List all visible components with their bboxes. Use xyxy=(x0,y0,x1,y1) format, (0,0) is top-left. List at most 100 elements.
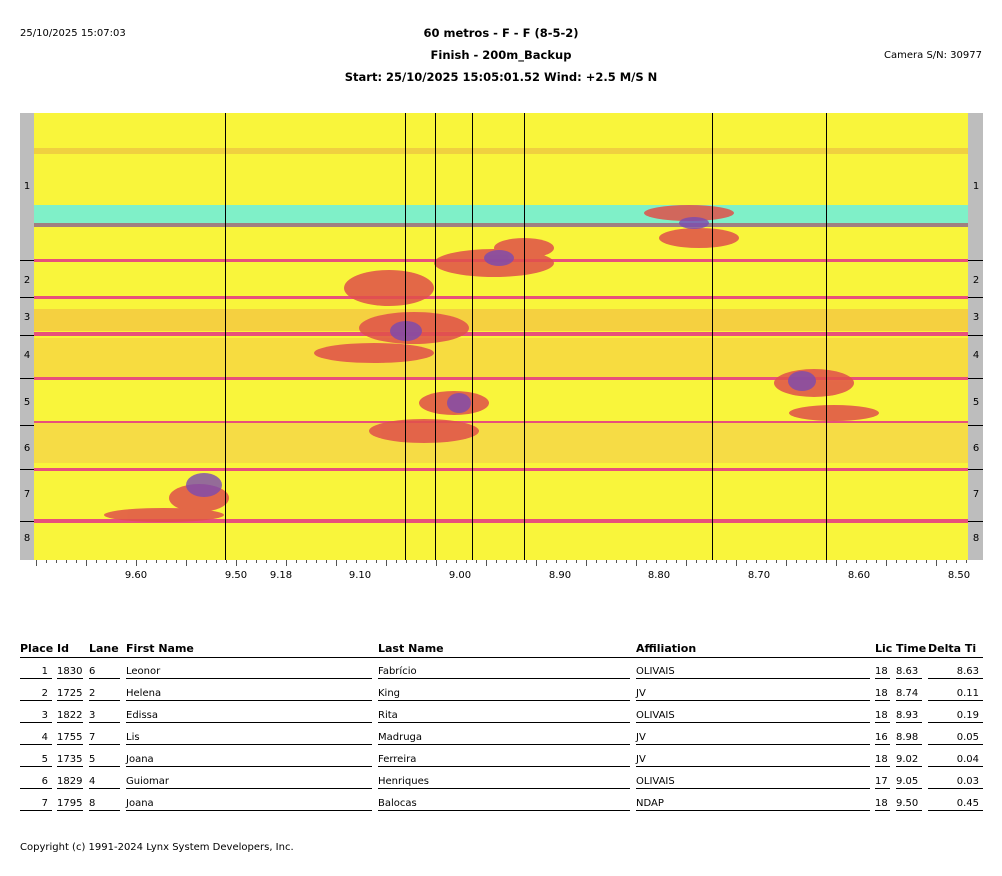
lane-divider xyxy=(968,297,983,298)
cell-lane: 6 xyxy=(89,665,120,679)
axis-tick xyxy=(236,560,237,566)
axis-tick-label: 8.70 xyxy=(747,570,771,581)
axis-tick xyxy=(376,560,377,563)
cell-affiliation: JV xyxy=(636,753,870,767)
cell-id: 1755 xyxy=(57,732,83,745)
axis-tick xyxy=(656,560,657,563)
axis-tick xyxy=(736,560,737,566)
lane-divider xyxy=(20,521,34,522)
lane-label-right: 5 xyxy=(972,397,980,408)
axis-tick xyxy=(896,560,897,563)
cell-lane: 3 xyxy=(89,709,120,723)
lane-divider xyxy=(20,335,34,336)
cell-delta-time: 0.04 xyxy=(928,753,983,767)
column-header-lic: Lic xyxy=(875,642,893,655)
lane-divider xyxy=(968,521,983,522)
column-header-id: Id xyxy=(57,642,69,655)
lane-label-left: 8 xyxy=(23,533,31,544)
axis-tick xyxy=(496,560,497,563)
lane-label-left: 2 xyxy=(23,275,31,286)
axis-tick xyxy=(586,560,587,566)
axis-tick xyxy=(946,560,947,563)
axis-tick xyxy=(606,560,607,563)
lane-divider xyxy=(20,260,34,261)
lane-label-left: 4 xyxy=(23,350,31,361)
photo-finish-image[interactable]: 1 1 2 2 3 3 4 4 5 5 6 6 7 7 8 8 xyxy=(20,113,983,560)
photo-finish-frame[interactable] xyxy=(34,113,968,560)
cell-affiliation: OLIVAIS xyxy=(636,709,870,723)
printed-timestamp: 25/10/2025 15:07:03 xyxy=(20,28,126,39)
lane-divider xyxy=(20,378,34,379)
cell-delta-time: 0.03 xyxy=(928,775,983,789)
lane-divider xyxy=(20,425,34,426)
axis-tick xyxy=(876,560,877,563)
cell-time: 8.98 xyxy=(896,731,922,745)
axis-tick-label: 8.90 xyxy=(548,570,572,581)
axis-tick xyxy=(696,560,697,563)
cell-place: 3 xyxy=(20,709,52,723)
axis-tick xyxy=(576,560,577,563)
axis-tick-label: 8.80 xyxy=(647,570,671,581)
axis-tick xyxy=(596,560,597,563)
axis-tick-label: 8.50 xyxy=(947,570,971,581)
cell-lane: 5 xyxy=(89,753,120,767)
cell-last-name: King xyxy=(378,687,630,701)
axis-tick xyxy=(206,560,207,563)
axis-tick xyxy=(536,560,537,566)
axis-tick xyxy=(746,560,747,563)
axis-tick xyxy=(706,560,707,563)
time-cursor-line[interactable] xyxy=(826,113,827,560)
lane-label-right: 4 xyxy=(972,350,980,361)
axis-tick xyxy=(416,560,417,563)
axis-tick xyxy=(166,560,167,563)
axis-tick xyxy=(926,560,927,563)
lane-divider xyxy=(20,297,34,298)
time-cursor-line[interactable] xyxy=(472,113,473,560)
lane-divider xyxy=(968,378,983,379)
column-header-place: Place xyxy=(20,642,54,655)
axis-tick xyxy=(726,560,727,563)
axis-tick xyxy=(626,560,627,563)
axis-tick xyxy=(676,560,677,563)
cell-place: 1 xyxy=(20,665,52,679)
time-cursor-line[interactable] xyxy=(225,113,226,560)
axis-tick xyxy=(526,560,527,563)
axis-tick xyxy=(686,560,687,566)
axis-tick xyxy=(226,560,227,563)
cell-id: 1735 xyxy=(57,754,83,767)
cell-id: 1822 xyxy=(57,710,83,723)
cell-delta-time: 0.19 xyxy=(928,709,983,723)
cell-time: 8.63 xyxy=(896,665,922,679)
axis-tick xyxy=(636,560,637,566)
axis-tick-label: 9.60 xyxy=(124,570,148,581)
cell-lane: 8 xyxy=(89,797,120,811)
axis-tick xyxy=(316,560,317,563)
axis-tick xyxy=(436,560,437,566)
time-cursor-line[interactable] xyxy=(435,113,436,560)
cell-id: 1725 xyxy=(57,688,83,701)
cell-lane: 7 xyxy=(89,731,120,745)
axis-tick xyxy=(256,560,257,563)
axis-tick xyxy=(956,560,957,563)
cell-delta-time: 8.63 xyxy=(928,665,983,679)
lane-label-right: 6 xyxy=(972,443,980,454)
lane-label-left: 3 xyxy=(23,312,31,323)
axis-tick xyxy=(276,560,277,563)
cell-first-name: Edissa xyxy=(126,709,372,723)
axis-tick xyxy=(756,560,757,563)
lane-divider xyxy=(20,469,34,470)
time-cursor-line[interactable] xyxy=(712,113,713,560)
time-cursor-line[interactable] xyxy=(405,113,406,560)
cell-place: 6 xyxy=(20,775,52,789)
axis-tick xyxy=(486,560,487,566)
axis-tick xyxy=(106,560,107,563)
axis-tick xyxy=(886,560,887,566)
axis-tick xyxy=(266,560,267,563)
cell-lic: 18 xyxy=(875,753,890,767)
lane-divider xyxy=(968,260,983,261)
time-cursor-line[interactable] xyxy=(524,113,525,560)
axis-tick xyxy=(66,560,67,563)
axis-tick xyxy=(966,560,967,563)
axis-tick xyxy=(46,560,47,563)
cell-time: 9.05 xyxy=(896,775,922,789)
